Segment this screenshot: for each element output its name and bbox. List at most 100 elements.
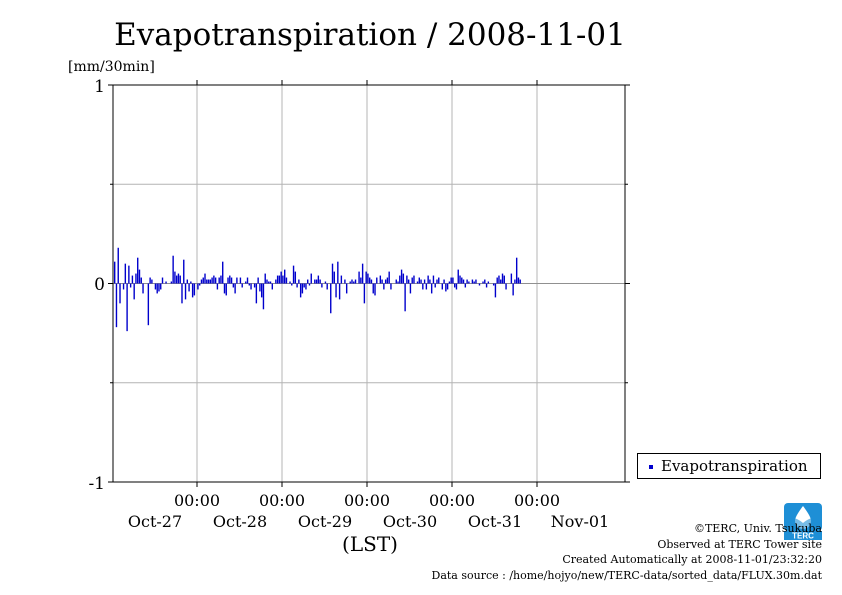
data-bar <box>285 277 288 284</box>
data-bar <box>197 283 199 290</box>
data-bar <box>129 283 132 288</box>
data-bar <box>199 283 201 286</box>
data-bar <box>225 283 227 296</box>
x-tick-date-label: Oct-28 <box>213 512 267 531</box>
data-bar <box>222 261 224 284</box>
data-bar <box>158 283 160 292</box>
data-bar <box>299 283 302 298</box>
data-bar <box>183 259 185 284</box>
data-bar <box>250 283 252 290</box>
data-bar <box>131 275 134 284</box>
data-bar <box>450 277 452 284</box>
data-bar <box>216 283 219 290</box>
data-bar <box>383 283 385 290</box>
x-tick-time-label: 00:00 <box>344 491 390 510</box>
data-bar <box>402 273 405 284</box>
data-bar <box>174 271 176 284</box>
data-bar <box>191 283 194 298</box>
y-axis-unit: [mm/30min] <box>68 59 155 75</box>
x-axis-label: (LST) <box>342 532 398 556</box>
chart-title: Evapotranspiration / 2008-11-01 <box>114 17 626 53</box>
data-bar <box>294 271 297 284</box>
x-tick-date-label: Oct-31 <box>468 512 522 531</box>
data-bar <box>434 283 436 288</box>
data-bar <box>473 281 475 284</box>
data-bar <box>345 283 348 294</box>
data-bar <box>340 275 343 284</box>
data-bar <box>514 279 516 284</box>
x-tick-labels: 00:00 Oct-27 00:00 Oct-28 00:00 Oct-29 00:00 Oc… <box>128 491 609 531</box>
credit-created: Created Automatically at 2008-11-01/23:3… <box>562 553 822 566</box>
data-bar <box>370 279 373 284</box>
data-bar <box>404 283 406 312</box>
data-bar <box>253 283 256 288</box>
data-bar <box>452 277 454 284</box>
data-bar <box>333 271 335 284</box>
data-bar <box>184 283 187 300</box>
bar-series <box>114 247 521 332</box>
data-bar <box>399 275 401 284</box>
data-bar <box>232 283 235 288</box>
data-bar <box>423 279 426 284</box>
data-bar <box>457 269 459 284</box>
data-bar <box>367 273 369 284</box>
data-bar <box>239 277 242 284</box>
data-bar <box>409 283 412 294</box>
data-bar <box>241 283 243 288</box>
data-bar <box>407 279 410 284</box>
data-bar <box>122 283 125 290</box>
x-tick-time-label: 00:00 <box>259 491 305 510</box>
data-bar <box>260 283 263 298</box>
data-bar <box>358 271 360 284</box>
data-bar <box>338 283 341 300</box>
data-bar <box>353 281 355 284</box>
data-bar <box>266 279 268 284</box>
data-bar <box>326 283 328 290</box>
data-bar <box>455 283 458 290</box>
data-bar <box>422 283 424 290</box>
data-bar <box>305 283 307 290</box>
data-bar <box>374 283 376 296</box>
legend-swatch <box>649 465 653 469</box>
data-bar <box>310 273 312 284</box>
y-tick-label-zero: 0 <box>94 275 105 295</box>
data-bar <box>211 277 213 284</box>
data-bar <box>430 283 433 294</box>
data-bar <box>445 283 447 292</box>
data-bar <box>149 277 151 284</box>
data-bar <box>220 275 222 284</box>
data-bar <box>482 281 484 284</box>
data-bar <box>177 273 180 284</box>
data-bar <box>223 283 226 294</box>
data-bar <box>269 281 272 284</box>
data-bar <box>115 283 118 328</box>
data-bar <box>175 275 178 284</box>
data-bar <box>246 277 249 284</box>
data-bar <box>438 277 440 284</box>
data-bar <box>411 277 413 284</box>
data-bar <box>361 263 364 284</box>
data-bar <box>255 283 258 304</box>
data-bar <box>349 281 351 284</box>
data-bar <box>384 279 387 284</box>
data-bar <box>160 283 162 290</box>
data-bar <box>280 271 282 284</box>
data-bar <box>505 283 507 290</box>
terc-logo: TERC <box>784 503 822 541</box>
svg-text:TERC: TERC <box>792 532 814 541</box>
data-bar <box>151 279 153 284</box>
data-bar <box>236 277 238 284</box>
data-bar <box>207 279 210 284</box>
data-bar <box>466 279 468 284</box>
data-bar <box>351 279 353 284</box>
data-bar <box>443 279 445 284</box>
data-bar <box>307 279 309 284</box>
data-bar <box>418 277 420 284</box>
credit-copyright: ©TERC, Univ. Tsukuba <box>693 522 822 535</box>
data-bar <box>425 283 428 290</box>
data-bar <box>436 279 438 284</box>
data-bar <box>172 255 174 284</box>
data-bar <box>284 269 286 284</box>
data-bar <box>503 275 505 284</box>
data-bar <box>209 279 212 284</box>
